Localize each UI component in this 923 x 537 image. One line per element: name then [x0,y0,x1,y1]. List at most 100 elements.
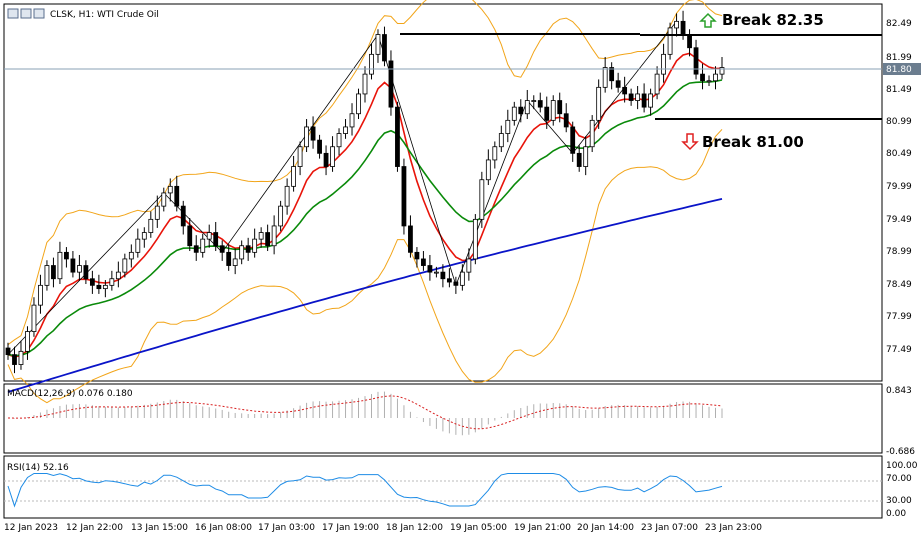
rsi-indicator [4,473,882,508]
macd-tick: 0.843 [886,386,912,396]
candle-body [693,47,699,75]
price-tick: 79.99 [886,182,912,192]
candle-body [680,20,686,35]
candle-body [628,93,634,101]
candle-body [362,73,368,95]
candle-body [297,146,303,167]
candle-body [635,93,641,101]
candle-body [661,53,666,75]
candle-body [563,113,569,128]
candle-body [122,258,128,273]
candle-body [38,284,43,306]
time-tick: 16 Jan 08:00 [195,523,252,533]
candle-body [167,185,173,194]
current-price-tag [883,63,921,75]
rsi-label: RSI(14) 52.16 [7,463,69,473]
candle-body [343,126,348,134]
macd-label: MACD(12,26,9) 0.076 0.180 [7,389,133,399]
time-tick: 17 Jan 03:00 [258,523,315,533]
candle-body [64,251,69,260]
candle-body [583,146,589,167]
candle-body [239,245,245,260]
candle-body [258,232,264,240]
candle-body [336,133,342,148]
grid-icon[interactable] [20,8,32,19]
macd-signal-line [7,395,723,430]
candles [5,10,725,374]
price-tick: 78.49 [886,280,912,290]
bollinger-bands [7,0,723,404]
rsi-axis: 100.00 70.00 30.00 0.00 [886,461,918,519]
price-tick: 81.49 [886,85,912,95]
macd-tick: -0.686 [886,447,915,457]
candle-body [102,284,108,290]
moving-averages [7,52,723,393]
time-tick: 19 Jan 21:00 [514,523,571,533]
time-tick: 17 Jan 19:00 [322,523,379,533]
candle-body [544,106,550,121]
candle-body [180,205,186,227]
current-price-label: 81.80 [886,65,912,75]
candle-body [576,152,582,167]
price-tick: 80.49 [886,149,912,159]
time-tick: 23 Jan 23:00 [705,523,762,533]
price-axis: 82.49 81.99 81.49 80.99 80.49 79.99 79.4… [883,19,921,355]
candle-body [174,185,180,207]
candle-body [414,251,420,260]
candle-body [459,271,465,286]
candle-body [25,331,30,352]
candle-body [96,284,102,290]
candle-body [596,86,602,121]
candle-body [700,73,705,82]
candle-body [654,73,660,95]
candle-body [135,238,141,253]
candle-body [427,265,433,273]
candle-body [317,139,322,154]
candle-body [291,166,297,187]
candle-body [408,225,413,253]
candle-body [492,146,498,161]
candle-body [77,265,82,273]
time-tick: 12 Jan 2023 [4,523,58,533]
arrow-up-icon [699,12,717,28]
candle-body [498,133,504,148]
candle-body [51,265,56,280]
time-tick: 12 Jan 22:00 [66,523,123,533]
candle-body [265,232,271,247]
candle-body [589,119,595,148]
rsi-tick: 0.00 [886,509,906,519]
candle-body [667,27,673,55]
time-tick: 20 Jan 14:00 [577,523,634,533]
candle-body [356,93,361,115]
candle-body [323,152,329,167]
candle-body [375,34,381,55]
candle-body [401,166,407,227]
candle-body [602,67,608,88]
candle-body [505,119,511,134]
ma-slow-line [7,198,723,393]
window-icon[interactable] [7,8,19,19]
candle-body [713,73,718,82]
candle-body [472,218,478,260]
candle-body [109,278,115,286]
candle-body [674,20,679,29]
candle-body [388,60,394,108]
candle-body [310,126,316,141]
candle-body [187,225,193,247]
rsi-tick: 70.00 [886,474,912,484]
candle-body [304,126,309,148]
minimize-icon[interactable] [33,8,45,19]
candle-body [382,34,387,62]
candle-body [570,126,576,154]
candle-body [141,232,147,240]
candle-body [511,106,517,121]
time-tick: 23 Jan 07:00 [641,523,698,533]
candle-body [719,67,725,75]
candle-body [161,192,167,207]
candle-body [706,80,712,83]
rsi-tick: 30.00 [886,496,912,506]
time-tick: 18 Jan 12:00 [386,523,443,533]
candle-body [271,225,277,247]
candle-body [479,179,485,220]
